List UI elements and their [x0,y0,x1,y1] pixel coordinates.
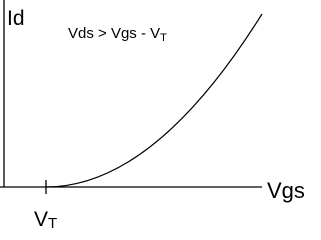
condition-label: Vds > Vgs - VT [68,25,167,44]
x-axis-label: Vgs [267,178,305,203]
threshold-subscript: T [48,215,57,232]
threshold-label: VT [34,208,57,232]
transfer-curve [45,13,263,188]
condition-text: Vds > Vgs - V [68,25,160,42]
y-axis-label: Id [7,7,25,30]
threshold-text: V [34,208,48,231]
condition-subscript: T [160,32,167,44]
